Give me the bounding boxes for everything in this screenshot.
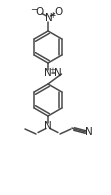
Text: N: N <box>45 13 52 23</box>
Text: −: − <box>31 5 38 14</box>
Text: N: N <box>54 68 62 78</box>
Text: N: N <box>44 68 52 78</box>
Text: N: N <box>44 121 52 131</box>
Text: O: O <box>54 7 62 17</box>
Text: +: + <box>49 11 55 20</box>
Text: O: O <box>35 7 43 17</box>
Text: +: + <box>49 67 55 74</box>
Text: N: N <box>85 127 93 137</box>
